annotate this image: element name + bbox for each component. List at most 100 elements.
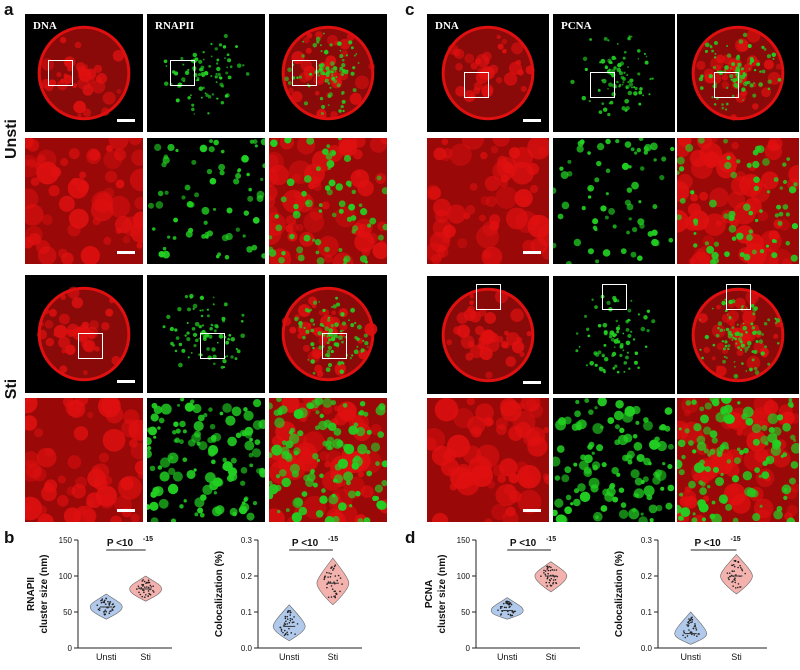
data-point — [546, 585, 548, 587]
data-point — [141, 595, 144, 598]
data-point — [330, 585, 333, 587]
data-point — [334, 564, 337, 566]
data-point — [153, 591, 155, 593]
data-point — [737, 583, 740, 585]
data-point — [734, 581, 737, 584]
panel-c-green-r3 — [553, 398, 675, 522]
data-point — [687, 624, 690, 626]
data-point — [511, 610, 514, 613]
data-point — [105, 611, 108, 613]
data-point — [683, 630, 685, 632]
data-point — [138, 591, 140, 594]
roi-box — [77, 332, 103, 359]
row-label-unsti: Unsti — [3, 119, 20, 159]
data-point — [513, 610, 515, 613]
data-point — [284, 623, 286, 626]
roi-box — [589, 71, 615, 98]
data-point — [337, 574, 340, 577]
panel-a-red-r2 — [25, 275, 143, 393]
data-point — [327, 581, 330, 583]
violin-unsti — [674, 611, 708, 645]
y-tick-label: 0.1 — [641, 608, 653, 617]
data-point — [104, 609, 107, 611]
channel-header: DNA — [435, 20, 459, 32]
data-point — [734, 559, 737, 562]
data-point — [339, 577, 342, 579]
data-point — [502, 602, 505, 605]
data-point — [110, 610, 112, 612]
data-point — [546, 565, 549, 568]
panel-c-red-r3 — [427, 398, 549, 522]
p-value-exponent: -15 — [143, 536, 153, 543]
channel-header: RNAPII — [155, 20, 195, 32]
data-point — [147, 590, 150, 592]
data-point — [333, 565, 336, 568]
p-value-label: P <10 — [292, 538, 319, 549]
data-point — [326, 571, 328, 574]
panel-a-red-r3 — [25, 398, 143, 522]
panel-c-green-r1 — [553, 138, 675, 264]
data-point — [104, 603, 107, 605]
panel-letter-b: b — [4, 528, 15, 547]
data-point — [731, 570, 734, 572]
violin-sti — [534, 561, 568, 593]
data-point — [500, 613, 503, 615]
data-point — [136, 588, 138, 590]
data-point — [697, 633, 699, 635]
x-tick-label: Unsti — [96, 652, 117, 662]
data-point — [331, 566, 333, 568]
data-point — [510, 603, 513, 606]
data-point — [553, 569, 555, 571]
data-point — [108, 603, 111, 606]
data-point — [143, 596, 146, 599]
data-point — [692, 627, 695, 630]
data-point — [686, 635, 689, 637]
y-axis-label: RNAPII — [26, 577, 37, 611]
data-point — [286, 618, 289, 620]
data-point — [283, 622, 286, 624]
data-point — [687, 621, 689, 624]
data-point — [138, 587, 140, 589]
data-point — [143, 591, 145, 594]
data-point — [506, 600, 508, 603]
data-point — [744, 572, 746, 575]
data-point — [509, 613, 512, 616]
data-point — [733, 565, 736, 568]
panel-a-red-r0: DNA — [25, 14, 143, 132]
data-point — [108, 602, 110, 605]
data-point — [286, 633, 289, 636]
x-tick-label: Unsti — [497, 652, 518, 662]
data-point — [339, 590, 341, 593]
data-point — [555, 569, 558, 571]
data-point — [102, 601, 104, 604]
data-point — [327, 596, 330, 599]
data-point — [550, 566, 552, 569]
data-point — [140, 587, 143, 589]
panel-a-green-r1 — [147, 138, 265, 264]
data-point — [329, 576, 332, 578]
panel-letter-d: d — [405, 528, 416, 547]
data-point — [554, 578, 557, 581]
panel-letter-c: c — [405, 0, 415, 19]
panel-a-green-r3 — [147, 398, 265, 522]
data-point — [152, 585, 154, 588]
data-point — [288, 610, 290, 612]
panel-a-merge-r0 — [269, 14, 387, 132]
data-point — [509, 602, 512, 604]
data-point — [741, 569, 744, 572]
data-point — [103, 610, 106, 613]
data-point — [333, 590, 336, 593]
data-point — [294, 633, 296, 635]
p-value-label: P <10 — [694, 538, 721, 549]
data-point — [107, 600, 109, 603]
data-point — [332, 567, 335, 570]
data-point — [729, 575, 731, 578]
data-point — [105, 597, 107, 600]
data-point — [289, 617, 292, 620]
scale-bar — [117, 251, 135, 254]
y-tick-label: 50 — [461, 608, 470, 617]
data-point — [98, 609, 101, 611]
panel-a-merge-r3 — [269, 398, 387, 522]
violin-unsti — [490, 597, 524, 620]
data-point — [288, 621, 291, 624]
